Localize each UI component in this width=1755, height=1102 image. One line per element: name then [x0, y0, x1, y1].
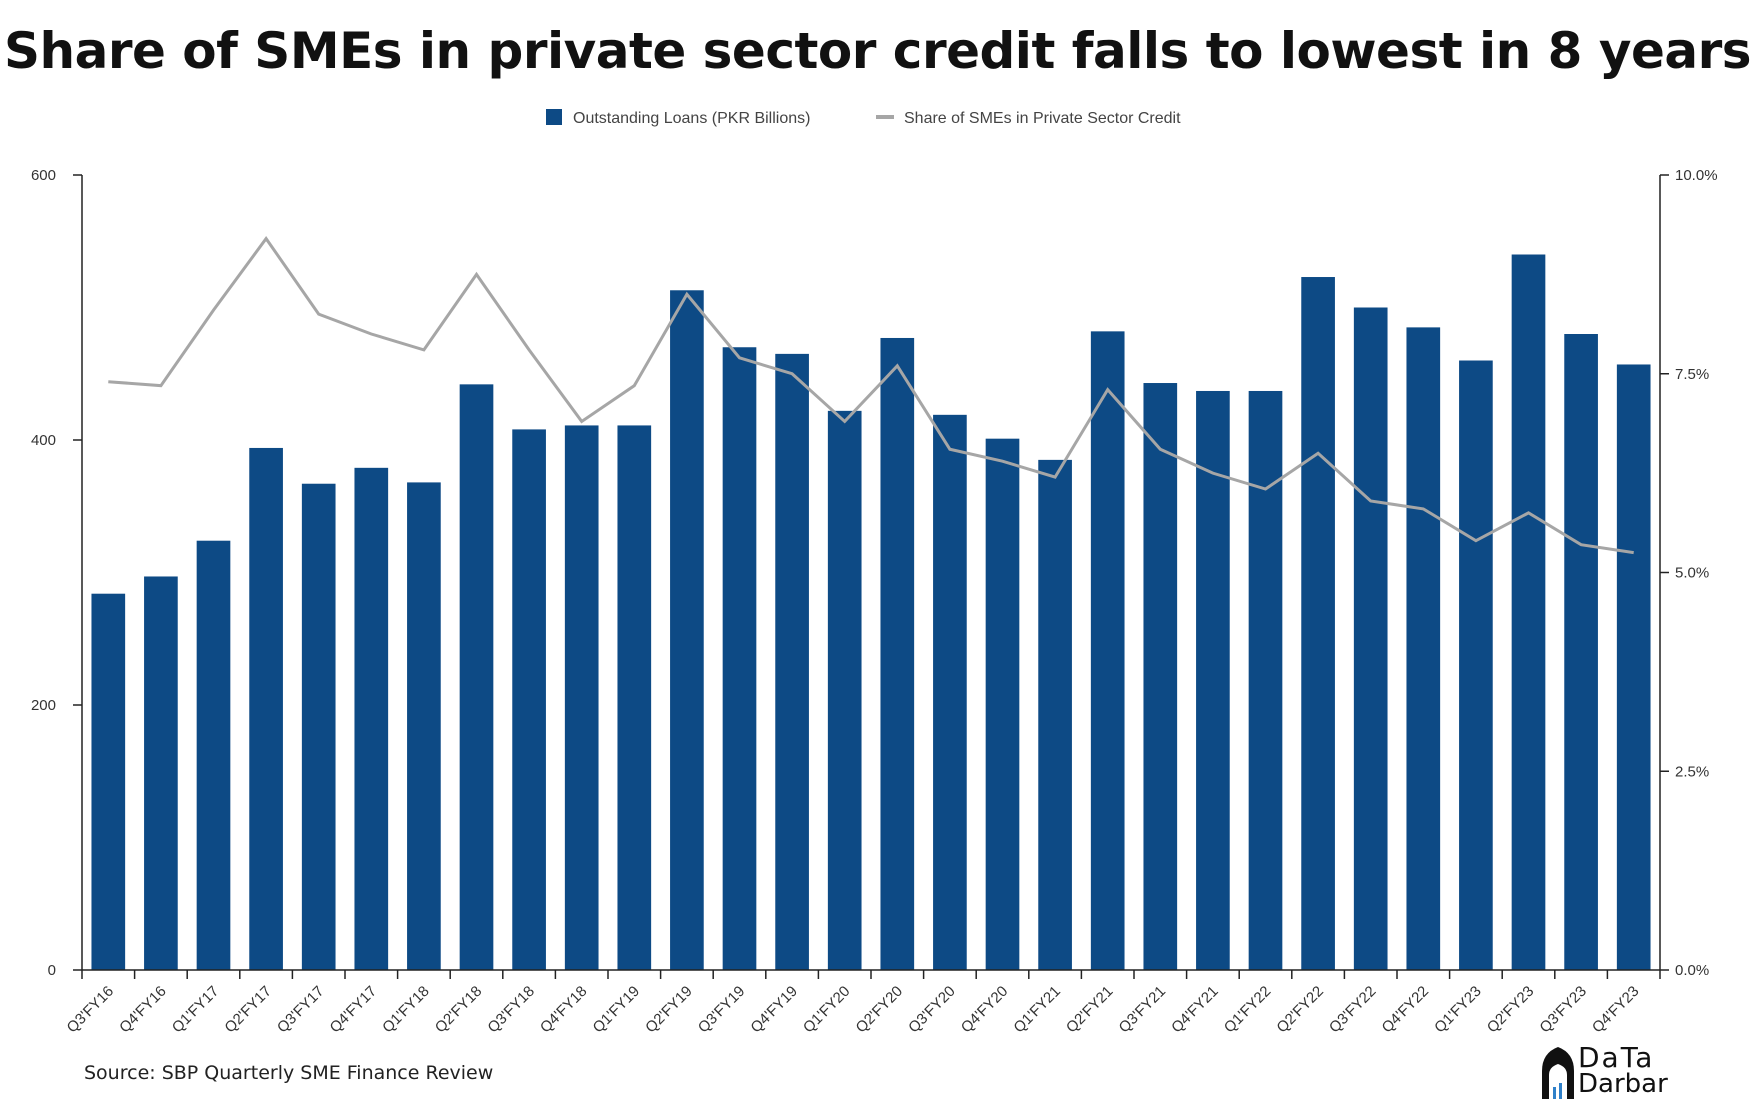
- bar: [249, 447, 283, 970]
- bar: [91, 593, 126, 970]
- x-tick-label: Q3'FY16: [64, 983, 118, 1037]
- bar: [407, 482, 441, 970]
- left-tick-label: 600: [31, 167, 56, 184]
- right-tick-label: 10.0%: [1675, 167, 1718, 184]
- bar: [985, 438, 1020, 970]
- logo: DaTa Darbar: [1540, 1041, 1670, 1101]
- x-tick-label: Q4'FY18: [537, 983, 591, 1037]
- legend-label-bar: Outstanding Loans (PKR Billions): [573, 110, 810, 127]
- bar: [564, 425, 599, 970]
- x-tick-label: Q4'FY23: [1589, 983, 1643, 1037]
- bar: [827, 410, 862, 971]
- x-tick-label: Q1'FY20: [800, 983, 854, 1037]
- x-tick-label: Q4'FY21: [1168, 983, 1222, 1037]
- x-tick-label: Q2'FY19: [642, 983, 696, 1037]
- bar-series: [91, 254, 1651, 971]
- bar: [617, 425, 652, 970]
- bar: [459, 384, 494, 971]
- right-tick-label: 2.5%: [1675, 763, 1709, 780]
- legend: Outstanding Loans (PKR Billions) Share of…: [546, 109, 1181, 127]
- bar: [354, 467, 389, 970]
- bar: [144, 576, 178, 970]
- left-tick-label: 400: [31, 432, 56, 449]
- building-dome-icon: [1542, 1047, 1574, 1099]
- source-note: Source: SBP Quarterly SME Finance Review: [84, 1062, 494, 1084]
- x-tick-label: Q4'FY22: [1379, 983, 1433, 1037]
- logo-line2: Darbar: [1578, 1069, 1668, 1099]
- bar: [933, 414, 967, 970]
- right-tick-label: 0.0%: [1675, 962, 1709, 979]
- bar: [512, 429, 546, 970]
- x-tick-label: Q1'FY21: [1010, 983, 1064, 1037]
- bar: [1616, 364, 1651, 971]
- x-tick-label: Q3'FY18: [484, 983, 538, 1037]
- x-tick-label: Q1'FY17: [169, 983, 223, 1037]
- x-tick-label: Q3'FY23: [1536, 983, 1590, 1037]
- bar: [1459, 360, 1493, 970]
- x-tick-label: Q1'FY19: [590, 983, 644, 1037]
- bar: [1196, 390, 1230, 971]
- left-tick-label: 200: [31, 697, 56, 714]
- bar: [1511, 254, 1546, 970]
- x-tick-label: Q3'FY17: [274, 983, 328, 1037]
- bar: [301, 483, 336, 970]
- x-tick-label: Q2'FY21: [1063, 983, 1117, 1037]
- logo-line1: DaTa: [1578, 1041, 1655, 1074]
- left-tick-label: 0: [48, 962, 56, 979]
- x-tick-label: Q4'FY17: [327, 983, 381, 1037]
- x-tick-label: Q2'FY22: [1273, 983, 1327, 1037]
- bar: [1090, 331, 1125, 971]
- x-tick-label: Q1'FY18: [379, 983, 433, 1037]
- x-tick-label: Q3'FY20: [905, 983, 959, 1037]
- x-tick-label: Q4'FY16: [116, 983, 170, 1037]
- bar: [1143, 383, 1178, 970]
- x-tick-label: Q3'FY22: [1326, 983, 1380, 1037]
- right-tick-label: 5.0%: [1675, 565, 1709, 582]
- bar: [1564, 334, 1598, 970]
- chart-title: Share of SMEs in private sector credit f…: [3, 22, 1752, 80]
- bar: [1248, 390, 1283, 971]
- x-tick-label: Q4'FY20: [958, 983, 1012, 1037]
- x-tick-label: Q2'FY18: [432, 983, 486, 1037]
- x-tick-label: Q1'FY23: [1431, 983, 1485, 1037]
- share-line: [108, 236, 1634, 555]
- x-tick-label: Q3'FY21: [1116, 983, 1170, 1037]
- bar: [196, 540, 231, 970]
- x-tick-label: Q1'FY22: [1221, 983, 1275, 1037]
- legend-label-line: Share of SMEs in Private Sector Credit: [904, 110, 1181, 127]
- bar: [775, 353, 809, 970]
- bar: [670, 290, 704, 970]
- right-tick-label: 7.5%: [1675, 366, 1709, 383]
- x-tick-label: Q2'FY20: [853, 983, 907, 1037]
- legend-swatch-bar: [546, 109, 562, 125]
- bar: [722, 347, 757, 970]
- x-tick-label: Q2'FY17: [221, 983, 275, 1037]
- bar: [880, 337, 915, 971]
- bar: [1038, 459, 1072, 970]
- x-tick-label: Q3'FY19: [695, 983, 749, 1037]
- bar: [1353, 307, 1388, 970]
- x-tick-label: Q4'FY19: [747, 983, 801, 1037]
- line-series: [108, 236, 1634, 555]
- bar: [1301, 277, 1335, 970]
- bar: [1406, 327, 1441, 970]
- x-tick-label: Q2'FY23: [1484, 983, 1538, 1037]
